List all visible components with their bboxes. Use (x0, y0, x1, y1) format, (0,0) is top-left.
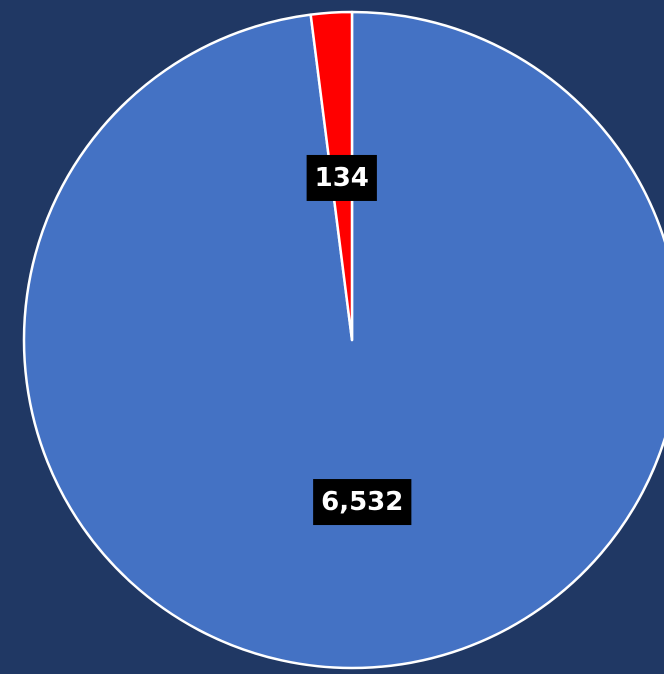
data-label-text: 134 (315, 163, 369, 193)
data-label-bg (306, 154, 377, 201)
data-label: 6,532 (313, 479, 412, 526)
data-label-text: 6,532 (321, 487, 403, 517)
data-label-bg (313, 479, 412, 526)
pie-slice (22, 10, 664, 670)
data-label: 134 (306, 154, 377, 201)
